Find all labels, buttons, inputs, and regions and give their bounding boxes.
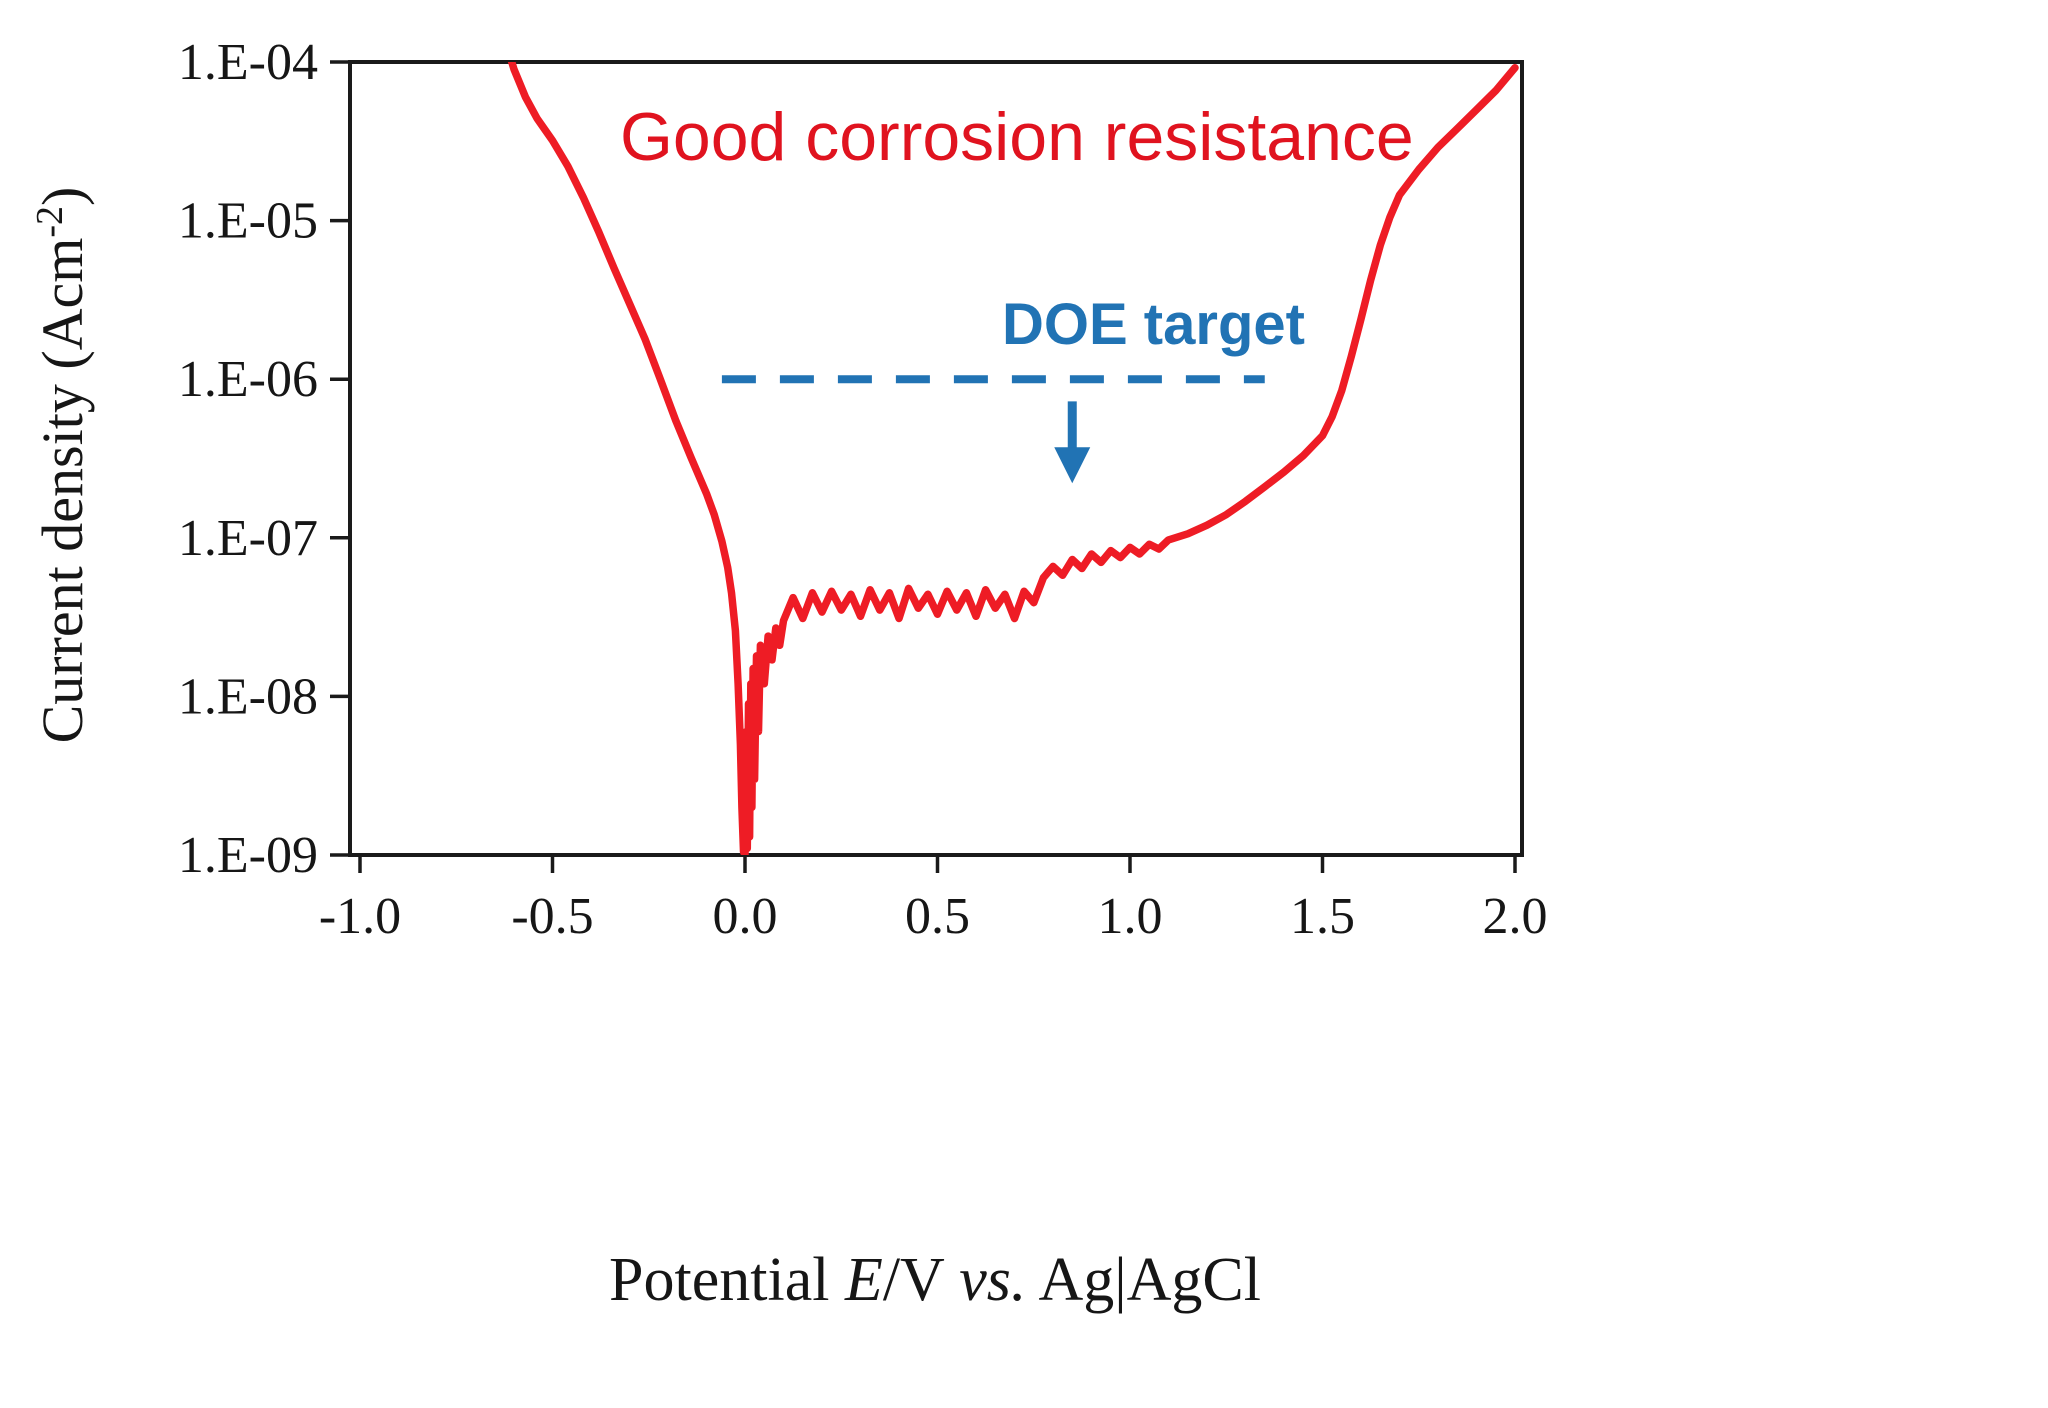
y-tick-label: 1.E-06 xyxy=(178,351,318,408)
x-tick-label: 1.0 xyxy=(1098,888,1163,945)
x-tick-label: -0.5 xyxy=(511,888,593,945)
x-axis-title: Potential E/V vs. Ag|AgCl xyxy=(609,1245,1261,1316)
annotation-good-corrosion-resistance: Good corrosion resistance xyxy=(620,99,1414,175)
y-tick-label: 1.E-05 xyxy=(178,193,318,250)
x-axis-title-text-2: /V xyxy=(882,1246,960,1314)
x-axis-title-italic-vs: vs. xyxy=(959,1246,1027,1314)
x-tick-label: 1.5 xyxy=(1290,888,1355,945)
doe-target-arrow-head xyxy=(1054,447,1091,484)
x-axis-title-text-1: Potential xyxy=(609,1246,845,1314)
x-tick-label: 2.0 xyxy=(1483,888,1548,945)
y-tick-label: 1.E-09 xyxy=(178,827,318,884)
x-tick-label: -1.0 xyxy=(319,888,401,945)
plot-frame xyxy=(348,60,1524,857)
y-tick-label: 1.E-08 xyxy=(178,668,318,725)
series-polarization-curve xyxy=(507,62,1519,855)
y-axis-title-superscript: -2 xyxy=(28,205,71,238)
y-tick-label: 1.E-04 xyxy=(178,34,318,91)
y-tick-label: 1.E-07 xyxy=(178,510,318,567)
y-axis-title-close: ) xyxy=(30,186,96,206)
x-axis-title-italic-e: E xyxy=(844,1246,883,1314)
annotation-doe-target: DOE target xyxy=(1002,292,1305,357)
x-tick-label: 0.0 xyxy=(713,888,778,945)
y-axis-title-text: Current density (Acm xyxy=(30,237,96,744)
y-axis-title: Current density (Acm-2) xyxy=(28,187,96,744)
x-axis-title-text-3: Ag|AgCl xyxy=(1026,1246,1261,1314)
x-tick-label: 0.5 xyxy=(905,888,970,945)
